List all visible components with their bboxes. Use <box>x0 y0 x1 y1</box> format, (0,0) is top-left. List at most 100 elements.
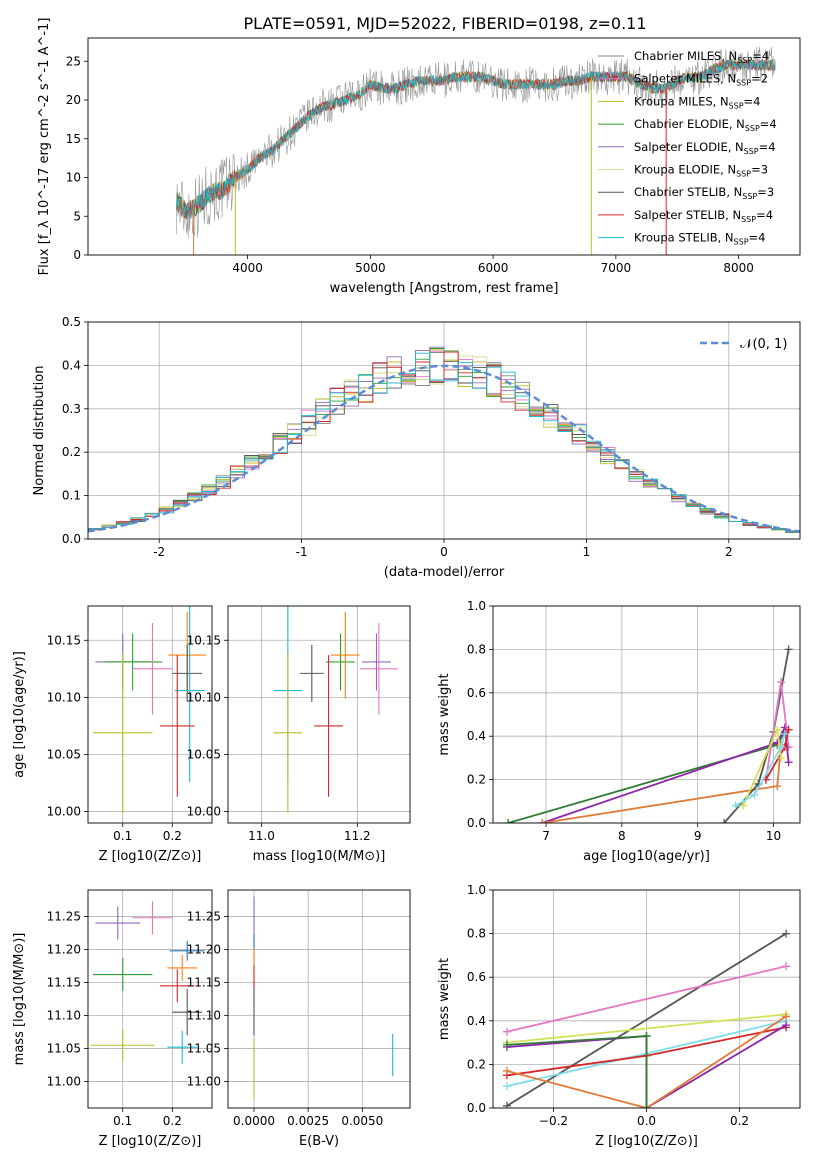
grid <box>88 890 212 1108</box>
x-axis-label: Z [log10(Z/Z⊙)] <box>595 1134 698 1149</box>
mass-weight-marker <box>784 645 793 654</box>
x-tick-label: 0.1 <box>113 829 132 843</box>
y-tick-label: 10.10 <box>47 690 81 704</box>
y-tick-label: 11.05 <box>187 1042 221 1056</box>
axes-frame <box>87 889 213 1109</box>
y-tick-label: 11.25 <box>47 909 81 923</box>
y-tick-label: 10.00 <box>47 805 81 819</box>
y-tick-label: 11.20 <box>47 942 81 956</box>
legend-label: Salpeter MILES, NSSP=2 <box>634 72 768 88</box>
y-tick-label: 11.10 <box>187 1009 221 1023</box>
grid <box>228 890 410 1108</box>
mass-weight-marker <box>780 730 789 739</box>
legend-label: Kroupa ELODIE, NSSP=3 <box>634 163 768 179</box>
legend-label: Kroupa MILES, NSSP=4 <box>634 94 760 110</box>
mass-weight-marker <box>777 677 786 686</box>
mass-weight-marker <box>502 1082 511 1091</box>
spectrum-line <box>176 58 776 219</box>
y-tick-label: 0.5 <box>62 315 81 329</box>
mass-weight-marker <box>642 1032 651 1041</box>
y-tick-label: 25 <box>66 54 81 68</box>
legend-label: 𝒩(0, 1) <box>740 337 787 352</box>
mass-weight-line <box>506 965 787 1033</box>
mass-weight-marker <box>502 1027 511 1036</box>
axes-frame <box>492 889 801 1109</box>
x-tick-label: 0.1 <box>113 1114 132 1128</box>
mass-weight-vs-age-panel: 7 8 9 10 0.0 0.2 0.4 0.6 0.8 1.0 age [log10(age/yr… <box>437 599 801 864</box>
axes-frame <box>492 605 801 824</box>
x-tick-label: 0.2 <box>730 1114 749 1128</box>
y-tick-label: 10.15 <box>47 633 81 647</box>
x-tick-label: -2 <box>153 545 165 559</box>
x-tick-label: 8000 <box>723 261 754 275</box>
y-tick-label: 0.6 <box>467 970 486 984</box>
y-axis-label: age [log10(age/yr)] <box>12 651 27 778</box>
x-axis-label: age [log10(age/yr)] <box>583 849 710 864</box>
plot-area <box>504 645 793 823</box>
mass-weight-line <box>742 726 782 806</box>
age-vs-metallicity-panel: 0.1 0.2 10.00 10.05 10.10 10.15 Z [log10(Z/Z⊙)… <box>12 605 213 864</box>
y-tick-label: 10.10 <box>187 690 221 704</box>
plot-area <box>88 346 800 533</box>
mass-weight-line <box>506 932 787 1107</box>
y-tick-label: 1.0 <box>467 883 486 897</box>
y-tick-label: 11.00 <box>187 1075 221 1089</box>
mass-weight-marker <box>773 782 782 791</box>
y-tick-label: 0.8 <box>467 642 486 656</box>
mass-weight-marker <box>502 1066 511 1075</box>
plot-area <box>176 46 776 255</box>
plot-area <box>502 929 791 1108</box>
grid <box>228 606 410 823</box>
axes-frame <box>87 321 801 540</box>
mass-weight-marker <box>773 725 782 734</box>
mass-weight-marker <box>739 801 748 810</box>
y-axis-label: mass weight <box>437 958 452 1040</box>
x-tick-label: 10 <box>766 829 781 843</box>
x-tick-label: 7000 <box>601 261 632 275</box>
y-tick-label: 10.00 <box>187 805 221 819</box>
mass-weight-line <box>735 733 786 807</box>
mass-weight-marker <box>782 1021 791 1030</box>
x-axis-label: Z [log10(Z/Z⊙)] <box>99 1134 202 1149</box>
mass-weight-marker <box>502 1040 511 1049</box>
y-tick-label: 0.2 <box>62 445 81 459</box>
spectrum-panel: 4000 5000 6000 7000 8000 0 5 10 15 20 25 wavelength… <box>37 18 801 296</box>
legend-label: Kroupa STELIB, NSSP=4 <box>634 231 765 247</box>
axes-frame <box>227 605 411 824</box>
x-tick-label: 6000 <box>478 261 509 275</box>
y-tick-label: 11.00 <box>47 1075 81 1089</box>
mass-vs-metallicity-panel: 0.1 0.2 11.00 11.05 11.10 11.15 11.20 11.25 Z [l… <box>12 889 213 1149</box>
y-tick-label: 11.15 <box>47 975 81 989</box>
histogram-panel: -2 -1 0 1 2 0.0 0.1 0.2 0.3 0.4 0.5 (data-model)/er… <box>32 315 801 580</box>
y-tick-label: 0.4 <box>62 358 81 372</box>
y-tick-label: 10.05 <box>187 747 221 761</box>
y-tick-label: 10.05 <box>47 747 81 761</box>
mass-weight-marker <box>782 962 791 971</box>
mass-weight-marker <box>777 743 786 752</box>
x-axis-label: Z [log10(Z/Z⊙)] <box>99 849 202 864</box>
legend-label: Chabrier STELIB, NSSP=3 <box>634 185 774 201</box>
y-tick-label: 10 <box>66 171 81 185</box>
mass-weight-marker <box>777 753 786 762</box>
mass-weight-marker <box>504 819 513 823</box>
plot-area <box>90 901 205 1064</box>
x-tick-label: 9 <box>694 829 702 843</box>
y-tick-label: 15 <box>66 132 81 146</box>
x-tick-label: 1 <box>583 545 591 559</box>
x-tick-label: 11.2 <box>344 829 371 843</box>
y-tick-label: 0.2 <box>467 773 486 787</box>
mass-weight-marker <box>750 790 759 799</box>
histogram-step <box>88 352 800 533</box>
y-tick-label: 0.6 <box>467 686 486 700</box>
x-tick-label: 0.0025 <box>287 1114 329 1128</box>
x-tick-label: 4000 <box>232 261 263 275</box>
y-tick-label: 0.4 <box>467 729 486 743</box>
x-tick-label: -1 <box>296 545 308 559</box>
y-tick-label: 0.8 <box>467 927 486 941</box>
x-tick-label: 11.0 <box>248 829 275 843</box>
axes-frame <box>227 889 411 1109</box>
x-tick-label: 0.2 <box>163 1114 182 1128</box>
mass-weight-marker <box>538 819 547 823</box>
age-vs-mass-panel: 11.0 11.2 10.00 10.05 10.10 10.15 mass [log10(… <box>187 605 411 864</box>
x-tick-label: 7 <box>542 829 550 843</box>
